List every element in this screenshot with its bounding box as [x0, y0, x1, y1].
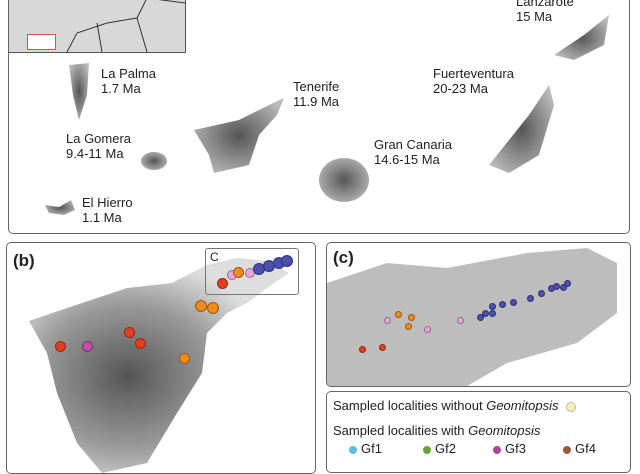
locality-dot	[424, 326, 431, 333]
island-label-fuerteventura: Fuerteventura 20-23 Ma	[433, 66, 514, 96]
locality-dot	[405, 323, 412, 330]
locality-dot	[527, 295, 534, 302]
locality-dot	[408, 314, 415, 321]
locality-dot	[564, 280, 571, 287]
panel-c-extent-box: C	[205, 248, 299, 295]
locality-dot	[207, 302, 219, 314]
locality-dot	[457, 317, 464, 324]
panel-c-label: (c)	[333, 248, 354, 267]
locator-inset-map	[9, 0, 186, 53]
locality-dot	[217, 278, 228, 289]
legend-item-gf2: Gf2	[423, 441, 456, 456]
island-label-la-palma: La Palma 1.7 Ma	[101, 66, 156, 96]
locality-dot	[55, 341, 66, 352]
locality-dot	[281, 255, 293, 267]
legend-without-row: Sampled localities without Geomitopsis	[333, 398, 580, 413]
locality-dot	[179, 353, 190, 364]
legend-item-gf3: Gf3	[493, 441, 526, 456]
locality-dot	[395, 311, 402, 318]
legend-item-gf4: Gf4	[563, 441, 596, 456]
locality-dot	[135, 338, 146, 349]
island-label-tenerife: Tenerife 11.9 Ma	[293, 79, 340, 109]
island-label-la-gomera: La Gomera 9.4-11 Ma	[66, 131, 132, 161]
legend-item-gf1: Gf1	[349, 441, 382, 456]
locality-dot	[477, 314, 484, 321]
island-label-el-hierro: El Hierro 1.1 Ma	[82, 195, 133, 225]
locality-dot	[489, 310, 496, 317]
islands-relief	[45, 15, 609, 215]
locality-dot	[379, 344, 386, 351]
locality-dot	[124, 327, 135, 338]
legend-with-row: Sampled localities with Geomitopsis	[333, 423, 541, 438]
locality-dot	[560, 284, 567, 291]
locality-dot	[82, 341, 93, 352]
locality-dot	[510, 299, 517, 306]
north-africa-outline	[66, 0, 186, 53]
locality-dot	[359, 346, 366, 353]
locality-dot	[538, 290, 545, 297]
panel-c-anaga-detail-map: (c)	[326, 242, 631, 387]
locality-dot	[195, 300, 207, 312]
locality-dot	[233, 267, 244, 278]
tenerife-relief	[29, 258, 289, 473]
inset-extent-label: C	[210, 250, 219, 264]
locality-dot	[384, 317, 391, 324]
locality-dot	[553, 283, 560, 290]
locality-dot	[489, 303, 496, 310]
panel-b-tenerife-map: (b) C	[6, 242, 316, 474]
island-label-gran-canaria: Gran Canaria 14.6-15 Ma	[374, 137, 453, 167]
panel-b-label: (b)	[13, 251, 35, 270]
island-label-lanzarote: Lanzarote 15 Ma	[516, 0, 574, 24]
panel-a-archipelago-map: La Palma 1.7 Ma La Gomera 9.4-11 Ma El Hie…	[8, 0, 630, 234]
anaga-relief	[327, 248, 617, 386]
canary-islands-locator-box	[27, 34, 56, 50]
without-geomitopsis-dot	[566, 401, 577, 412]
locality-dot	[499, 301, 506, 308]
locality-dot	[482, 310, 489, 317]
legend: Sampled localities without Geomitopsis S…	[326, 391, 631, 473]
